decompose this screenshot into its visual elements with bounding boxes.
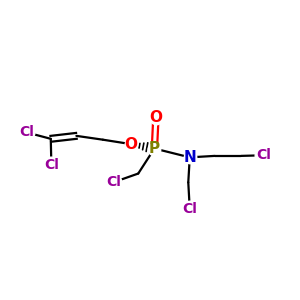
Text: Cl: Cl: [44, 158, 59, 172]
Text: Cl: Cl: [19, 125, 34, 139]
Text: Cl: Cl: [256, 148, 271, 162]
Text: Cl: Cl: [106, 176, 121, 189]
Text: Cl: Cl: [182, 202, 197, 216]
Text: P: P: [149, 141, 160, 156]
Text: O: O: [124, 136, 137, 152]
Text: O: O: [149, 110, 162, 125]
Text: N: N: [183, 150, 196, 165]
